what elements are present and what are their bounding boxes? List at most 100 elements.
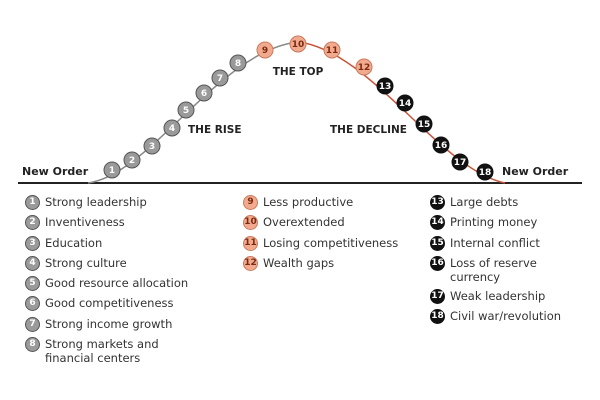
number-badge: 12 <box>243 255 258 271</box>
curve-node: 7 <box>211 69 229 87</box>
number-badge: 8 <box>25 337 40 353</box>
curve-node: 3 <box>143 137 161 155</box>
node-number: 2 <box>129 156 135 166</box>
node-number: 12 <box>358 63 371 73</box>
curve-node: 16 <box>432 136 450 154</box>
top-label: THE TOP <box>273 66 324 78</box>
number-badge: 1 <box>25 195 40 210</box>
node-circle <box>256 41 274 59</box>
item-text: Strong income growth <box>45 316 173 331</box>
node-number: 7 <box>217 74 223 84</box>
item-text: Wealth gaps <box>263 255 335 270</box>
curve-node: 2 <box>123 151 141 169</box>
list-column: 13 Large debts 14 Printing money 15 Internal … <box>430 195 580 330</box>
node-circle <box>143 137 161 155</box>
node-circle <box>229 54 247 72</box>
node-circle <box>103 161 121 179</box>
list-item: 7 Strong income growth <box>25 316 200 332</box>
node-number: 18 <box>479 168 492 178</box>
item-text: Good resource allocation <box>45 276 189 291</box>
curve-node: 8 <box>229 54 247 72</box>
number-badge: 2 <box>25 215 40 231</box>
number-badge: 11 <box>243 235 258 251</box>
number-badge: 5 <box>25 276 40 292</box>
list-item: 14 Printing money <box>430 215 580 231</box>
list-item: 6 Good competitiveness <box>25 296 200 312</box>
list-item: 2 Inventiveness <box>25 215 200 231</box>
curve-node: 12 <box>355 58 373 76</box>
curve-node: 9 <box>256 41 274 59</box>
item-text: Strong markets and financial centers <box>45 337 159 366</box>
list-column: 9 Less productive 10 Overextended 11 Losing c… <box>243 195 413 276</box>
curve-node: 4 <box>163 119 181 137</box>
node-number: 15 <box>418 120 431 130</box>
item-text: Internal conflict <box>450 235 540 250</box>
number-badge: 17 <box>430 289 445 305</box>
node-circle <box>323 41 341 59</box>
number-badge: 7 <box>25 316 40 332</box>
item-text: Losing competitiveness <box>263 235 399 250</box>
item-text: Printing money <box>450 215 538 230</box>
list-item: 17 Weak leadership <box>430 289 580 305</box>
node-circle <box>432 136 450 154</box>
item-text: Overextended <box>263 215 345 230</box>
item-text: Strong culture <box>45 255 127 270</box>
item-text: Large debts <box>450 195 519 209</box>
item-text: Civil war/revolution <box>450 309 562 324</box>
node-number: 5 <box>183 106 189 116</box>
number-badge: 4 <box>25 255 40 271</box>
node-circle <box>451 153 469 171</box>
node-number: 13 <box>379 82 392 92</box>
node-circle <box>376 77 394 95</box>
node-number: 16 <box>435 141 448 151</box>
node-circle <box>177 101 195 119</box>
list-column: 1 Strong leadership 2 Inventiveness 3 Educati… <box>25 195 200 370</box>
curve-node: 5 <box>177 101 195 119</box>
node-number: 8 <box>235 59 241 69</box>
node-circle <box>289 35 307 53</box>
item-text: Education <box>45 235 103 250</box>
list-item: 8 Strong markets and financial centers <box>25 337 200 365</box>
node-number: 14 <box>399 99 412 109</box>
curve-node: 1 <box>103 161 121 179</box>
node-circle <box>396 94 414 112</box>
number-badge: 18 <box>430 309 445 325</box>
node-number: 1 <box>109 166 115 176</box>
item-text: Less productive <box>263 195 354 209</box>
node-circle <box>355 58 373 76</box>
list-item: 15 Internal conflict <box>430 235 580 251</box>
decline-curve <box>297 41 506 184</box>
list-item: 11 Losing competitiveness <box>243 235 413 251</box>
curve-node: 18 <box>476 163 494 181</box>
item-text: Strong leadership <box>45 195 147 209</box>
node-number: 10 <box>292 40 305 50</box>
node-circle <box>195 84 213 102</box>
node-circle <box>415 115 433 133</box>
node-circle <box>211 69 229 87</box>
node-number: 17 <box>454 158 467 168</box>
number-badge: 13 <box>430 195 445 210</box>
list-item: 10 Overextended <box>243 215 413 231</box>
list-item: 3 Education <box>25 235 200 251</box>
curve-node: 14 <box>396 94 414 112</box>
curve-node: 17 <box>451 153 469 171</box>
curve-node: 11 <box>323 41 341 59</box>
curve-node: 13 <box>376 77 394 95</box>
curve-node: 15 <box>415 115 433 133</box>
rise-label: THE RISE <box>188 124 242 136</box>
node-circle <box>476 163 494 181</box>
node-number: 4 <box>169 124 175 134</box>
decline-label: THE DECLINE <box>330 124 407 136</box>
node-circle <box>123 151 141 169</box>
node-number: 3 <box>149 142 155 152</box>
number-badge: 15 <box>430 235 445 251</box>
curve-node: 6 <box>195 84 213 102</box>
list-item: 9 Less productive <box>243 195 413 210</box>
number-badge: 10 <box>243 215 258 231</box>
list-item: 18 Civil war/revolution <box>430 309 580 325</box>
item-text: Weak leadership <box>450 289 546 304</box>
list-item: 12 Wealth gaps <box>243 255 413 271</box>
number-badge: 9 <box>243 195 258 210</box>
